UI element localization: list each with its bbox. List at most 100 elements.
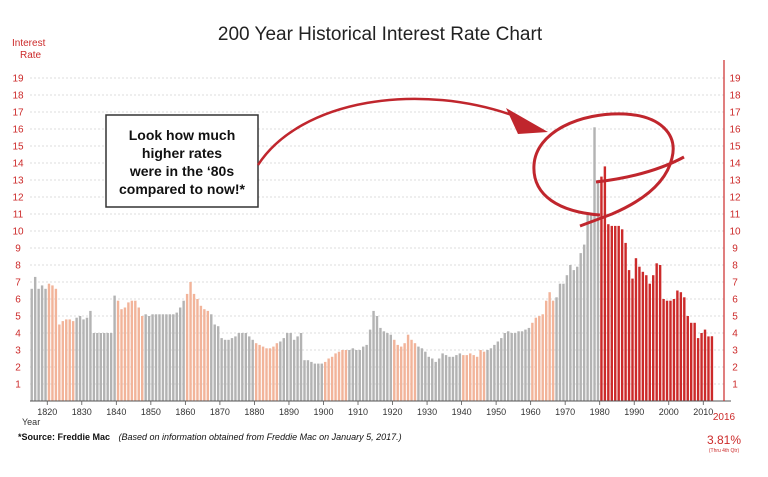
bar-1997 xyxy=(658,265,662,401)
bar-1908 xyxy=(351,348,355,401)
bar-2000 xyxy=(669,300,672,401)
bar-1855 xyxy=(168,314,172,401)
bar-1817 xyxy=(37,288,40,401)
bar-1957 xyxy=(520,331,524,401)
bar-1880 xyxy=(254,343,258,401)
y-tick-label-left: 19 xyxy=(12,74,24,85)
bar-1872 xyxy=(227,339,230,401)
y-tick-label-left: 16 xyxy=(12,125,24,136)
bar-1914 xyxy=(372,310,375,401)
y-tick-label-left: 3 xyxy=(15,346,21,357)
bar-1985 xyxy=(617,225,620,401)
bar-1981 xyxy=(603,166,607,401)
bar-1933 xyxy=(437,358,441,401)
bar-1869 xyxy=(216,326,220,401)
bar-1958 xyxy=(524,329,527,401)
bar-1983 xyxy=(610,225,613,401)
bar-1912 xyxy=(365,344,368,401)
bar-1867 xyxy=(210,314,213,401)
bar-1844 xyxy=(130,300,134,401)
x-tick-label: 1830 xyxy=(72,407,92,417)
y-tick-label-right: 8 xyxy=(732,261,738,272)
bar-1863 xyxy=(196,299,199,401)
bar-1951 xyxy=(500,338,503,401)
bar-1823 xyxy=(58,324,61,401)
bar-1845 xyxy=(134,300,137,401)
bar-1842 xyxy=(123,307,127,401)
bar-1870 xyxy=(220,338,223,401)
source-italic: (Based on information obtained from Fred… xyxy=(118,432,401,442)
y-tick-label-left: 4 xyxy=(15,329,21,340)
bar-1830 xyxy=(82,319,85,401)
callout-arrow-head xyxy=(506,108,548,134)
bar-1889 xyxy=(286,333,289,401)
bar-1875 xyxy=(237,333,241,401)
bar-1878 xyxy=(248,336,251,401)
bar-1910 xyxy=(358,350,361,401)
bars xyxy=(30,127,714,402)
bar-1858 xyxy=(178,307,182,401)
bar-1854 xyxy=(165,314,168,401)
x-tick-label: 1930 xyxy=(417,407,437,417)
bar-1942 xyxy=(469,353,472,401)
bar-1913 xyxy=(368,329,372,401)
bar-1829 xyxy=(78,316,82,401)
y-tick-label-right: 19 xyxy=(729,74,741,85)
callout-line-2: higher rates xyxy=(142,145,222,161)
y-tick-label-left: 5 xyxy=(15,312,21,323)
y-tick-label-right: 12 xyxy=(729,193,741,204)
bar-1949 xyxy=(493,344,496,401)
x-tick-label: 1840 xyxy=(106,407,126,417)
bar-1879 xyxy=(251,339,254,401)
bar-1850 xyxy=(151,314,154,401)
y-tick-label-right: 7 xyxy=(732,278,738,289)
bar-1903 xyxy=(334,353,337,401)
bar-1936 xyxy=(448,356,451,401)
bar-1868 xyxy=(213,324,216,401)
bar-1960 xyxy=(531,322,534,401)
bar-1969 xyxy=(562,283,565,401)
bar-1928 xyxy=(420,348,424,401)
bar-1873 xyxy=(230,338,234,401)
bar-1876 xyxy=(241,333,244,401)
x-tick-label: 1820 xyxy=(37,407,57,417)
x-tick-label: 1950 xyxy=(486,407,506,417)
bar-1965 xyxy=(548,292,551,401)
bar-1885 xyxy=(272,346,275,401)
bar-1979 xyxy=(596,180,600,401)
bar-1954 xyxy=(510,333,513,401)
bar-1831 xyxy=(85,317,89,401)
bar-1991 xyxy=(638,266,641,401)
bar-1899 xyxy=(320,363,323,401)
bar-1915 xyxy=(375,316,379,401)
bar-1815 xyxy=(30,288,33,401)
bar-1886 xyxy=(275,343,279,401)
bar-2008 xyxy=(696,338,700,401)
x-tick-label: 2000 xyxy=(659,407,679,417)
bar-1832 xyxy=(89,310,92,401)
y-tick-label-left: 15 xyxy=(12,142,24,153)
x-tick-label: 1990 xyxy=(624,407,644,417)
bar-1918 xyxy=(386,333,389,401)
x-tick-label: 1850 xyxy=(141,407,161,417)
bar-1848 xyxy=(144,314,147,401)
x-tick-label: 1980 xyxy=(590,407,610,417)
bar-1926 xyxy=(413,343,417,401)
bar-1993 xyxy=(645,275,648,401)
end-value-label: 3.81% xyxy=(707,433,741,447)
bar-1911 xyxy=(361,346,365,401)
y-axis-label-line2: Rate xyxy=(20,50,42,61)
bar-1998 xyxy=(662,299,665,401)
y-tick-label-right: 11 xyxy=(730,210,741,221)
x-tick-label: 1880 xyxy=(244,407,264,417)
bar-1874 xyxy=(234,336,237,401)
bar-1995 xyxy=(652,275,655,401)
bar-1966 xyxy=(551,300,555,401)
bar-1929 xyxy=(424,351,427,401)
x-tick-label: 1960 xyxy=(521,407,541,417)
bar-1944 xyxy=(475,356,479,401)
y-tick-label-left: 2 xyxy=(15,363,21,374)
y-tick-label-right: 9 xyxy=(732,244,738,255)
